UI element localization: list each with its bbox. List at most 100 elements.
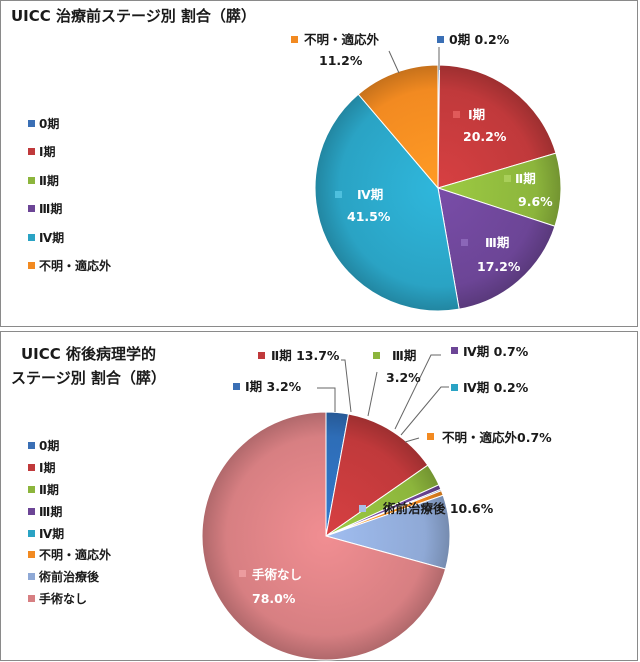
label-marker xyxy=(233,383,240,390)
chart-panel-pretreatment: UICC 治療前ステージ別 割合（膵） 0期 Ⅰ期 Ⅱ期 Ⅲ期 Ⅳ期 不明・適応… xyxy=(0,0,638,327)
slice-label-stage2-name: Ⅱ期 xyxy=(515,171,536,186)
label-marker xyxy=(451,347,458,354)
label-marker xyxy=(291,36,298,43)
legend-label: Ⅱ期 xyxy=(39,173,59,188)
label-marker xyxy=(373,352,380,359)
legend-label: Ⅲ期 xyxy=(39,202,63,217)
chart-title-line2: ステージ別 割合（膵） xyxy=(11,369,166,387)
legend-item-stage3: Ⅲ期 xyxy=(28,195,111,224)
legend: 0期 Ⅰ期 Ⅱ期 Ⅲ期 Ⅳ期 不明・適応外 術前治療後 手術なし xyxy=(28,435,111,609)
pie-slice-不明・適応外 xyxy=(357,64,439,190)
slice-label-stage4-pct: 41.5% xyxy=(347,209,391,224)
legend-item-stage3: Ⅲ期 xyxy=(28,500,111,522)
label-marker xyxy=(453,111,460,118)
legend-item-no-surgery: 手術なし xyxy=(28,588,111,610)
pie-slice-Ⅳ期 xyxy=(314,93,460,312)
legend-swatch xyxy=(28,551,35,559)
slice-label-stage2-pct: 9.6% xyxy=(518,194,553,209)
pie-slice-術前治療後 xyxy=(324,494,451,570)
label-marker xyxy=(335,191,342,198)
slice-label-stage3-pct: 17.2% xyxy=(477,259,521,274)
chart-panel-postop: UICC 術後病理学的 ステージ別 割合（膵） 0期 Ⅰ期 Ⅱ期 Ⅲ期 Ⅳ期 不… xyxy=(0,331,638,661)
leader-line xyxy=(317,387,336,412)
slice-label-no-surgery-name: 手術なし xyxy=(252,567,302,582)
slice-label-stage4-name: Ⅳ期 xyxy=(357,187,383,202)
leader-line xyxy=(388,50,400,74)
legend-item-stage4: Ⅳ期 xyxy=(28,223,111,252)
legend-item-unknown: 不明・適応外 xyxy=(28,544,111,566)
legend-label: Ⅱ期 xyxy=(39,482,59,497)
legend-label: Ⅰ期 xyxy=(39,461,56,476)
legend-label: 不明・適応外 xyxy=(39,548,112,563)
legend-swatch xyxy=(28,529,35,537)
legend-label: 不明・適応外 xyxy=(39,259,112,274)
label-marker xyxy=(461,239,468,246)
legend-label: Ⅰ期 xyxy=(39,145,56,160)
slice-label-neoadjuvant: 術前治療後 10.6% xyxy=(382,501,494,516)
legend-swatch xyxy=(28,594,35,602)
legend-item-stage1: Ⅰ期 xyxy=(28,457,111,479)
slice-label-stage0: 0期 0.2% xyxy=(449,32,510,47)
slice-label-unknown-name: 不明・適応外 xyxy=(304,32,380,47)
slice-label-stage3-name: Ⅲ期 xyxy=(485,235,509,250)
legend-item-stage2: Ⅱ期 xyxy=(28,166,111,195)
legend-swatch xyxy=(28,464,35,472)
label-marker xyxy=(451,384,458,391)
legend-item-stage0: 0期 xyxy=(28,109,111,138)
legend-label: Ⅲ期 xyxy=(39,504,63,519)
legend-label: 0期 xyxy=(39,439,60,454)
label-marker xyxy=(239,570,246,577)
pie-slice-Ⅱ期 xyxy=(436,152,562,227)
legend-label: 手術なし xyxy=(39,591,88,606)
slice-label-stage2: Ⅱ期 13.7% xyxy=(271,348,340,363)
label-marker xyxy=(504,175,511,182)
leader-line xyxy=(404,437,420,443)
legend-swatch xyxy=(28,205,35,213)
label-marker xyxy=(258,352,265,359)
leader-line xyxy=(400,386,449,436)
slice-label-stage1-pct: 20.2% xyxy=(463,129,507,144)
slice-label-stage4: Ⅳ期 0.7% xyxy=(463,344,529,359)
slice-label-stage1-name: Ⅰ期 xyxy=(468,107,485,122)
label-marker xyxy=(437,36,444,43)
legend-swatch xyxy=(28,573,35,581)
slice-label-stage1: Ⅰ期 3.2% xyxy=(245,379,302,394)
slice-label-unknown: 不明・適応外0.7% xyxy=(442,430,552,445)
slice-label-stage0: Ⅳ期 0.2% xyxy=(463,380,529,395)
leader-line xyxy=(367,371,378,417)
legend-item-unknown: 不明・適応外 xyxy=(28,252,111,281)
pie-chart-pretreatment: 0期 0.2% 不明・適応外 11.2% Ⅰ期 20.2% Ⅱ期 9.6% Ⅲ期… xyxy=(291,32,562,312)
legend-label: 0期 xyxy=(39,116,60,131)
pie-slice-Ⅰ期 xyxy=(437,64,557,189)
legend-swatch xyxy=(28,176,35,184)
slice-label-no-surgery-pct: 78.0% xyxy=(252,591,296,606)
chart-title: UICC 治療前ステージ別 割合（膵） xyxy=(11,7,256,25)
legend-swatch xyxy=(28,485,35,493)
legend-label: 術前治療後 xyxy=(39,570,100,585)
pie-chart-postop: Ⅰ期 3.2% Ⅱ期 13.7% Ⅲ期 3.2% Ⅳ期 0.7% Ⅳ期 0.2%… xyxy=(201,344,552,661)
slice-label-unknown-pct: 11.2% xyxy=(319,53,363,68)
legend-label: Ⅳ期 xyxy=(39,230,65,245)
slice-label-stage3-name: Ⅲ期 xyxy=(392,348,416,363)
legend-swatch xyxy=(28,119,35,127)
legend-swatch xyxy=(28,442,35,450)
legend-label: Ⅳ期 xyxy=(39,526,65,541)
leader-line xyxy=(394,354,441,430)
label-marker xyxy=(359,505,366,512)
legend-swatch xyxy=(28,262,35,270)
legend-item-stage1: Ⅰ期 xyxy=(28,138,111,167)
legend: 0期 Ⅰ期 Ⅱ期 Ⅲ期 Ⅳ期 不明・適応外 xyxy=(28,109,111,280)
legend-item-neoadjuvant: 術前治療後 xyxy=(28,566,111,588)
legend-item-stage4: Ⅳ期 xyxy=(28,522,111,544)
pie-slice-手術なし xyxy=(201,411,447,661)
legend-swatch xyxy=(28,148,35,156)
legend-swatch xyxy=(28,507,35,515)
legend-item-stage0: 0期 xyxy=(28,435,111,457)
slice-label-stage3-pct: 3.2% xyxy=(386,370,421,385)
label-marker xyxy=(427,433,434,440)
pie-slice-Ⅱ期 xyxy=(325,413,429,538)
leader-line xyxy=(341,359,352,413)
legend-item-stage2: Ⅱ期 xyxy=(28,479,111,501)
pie-slice-Ⅲ期 xyxy=(437,187,556,310)
chart-title-line1: UICC 術後病理学的 xyxy=(21,345,157,363)
